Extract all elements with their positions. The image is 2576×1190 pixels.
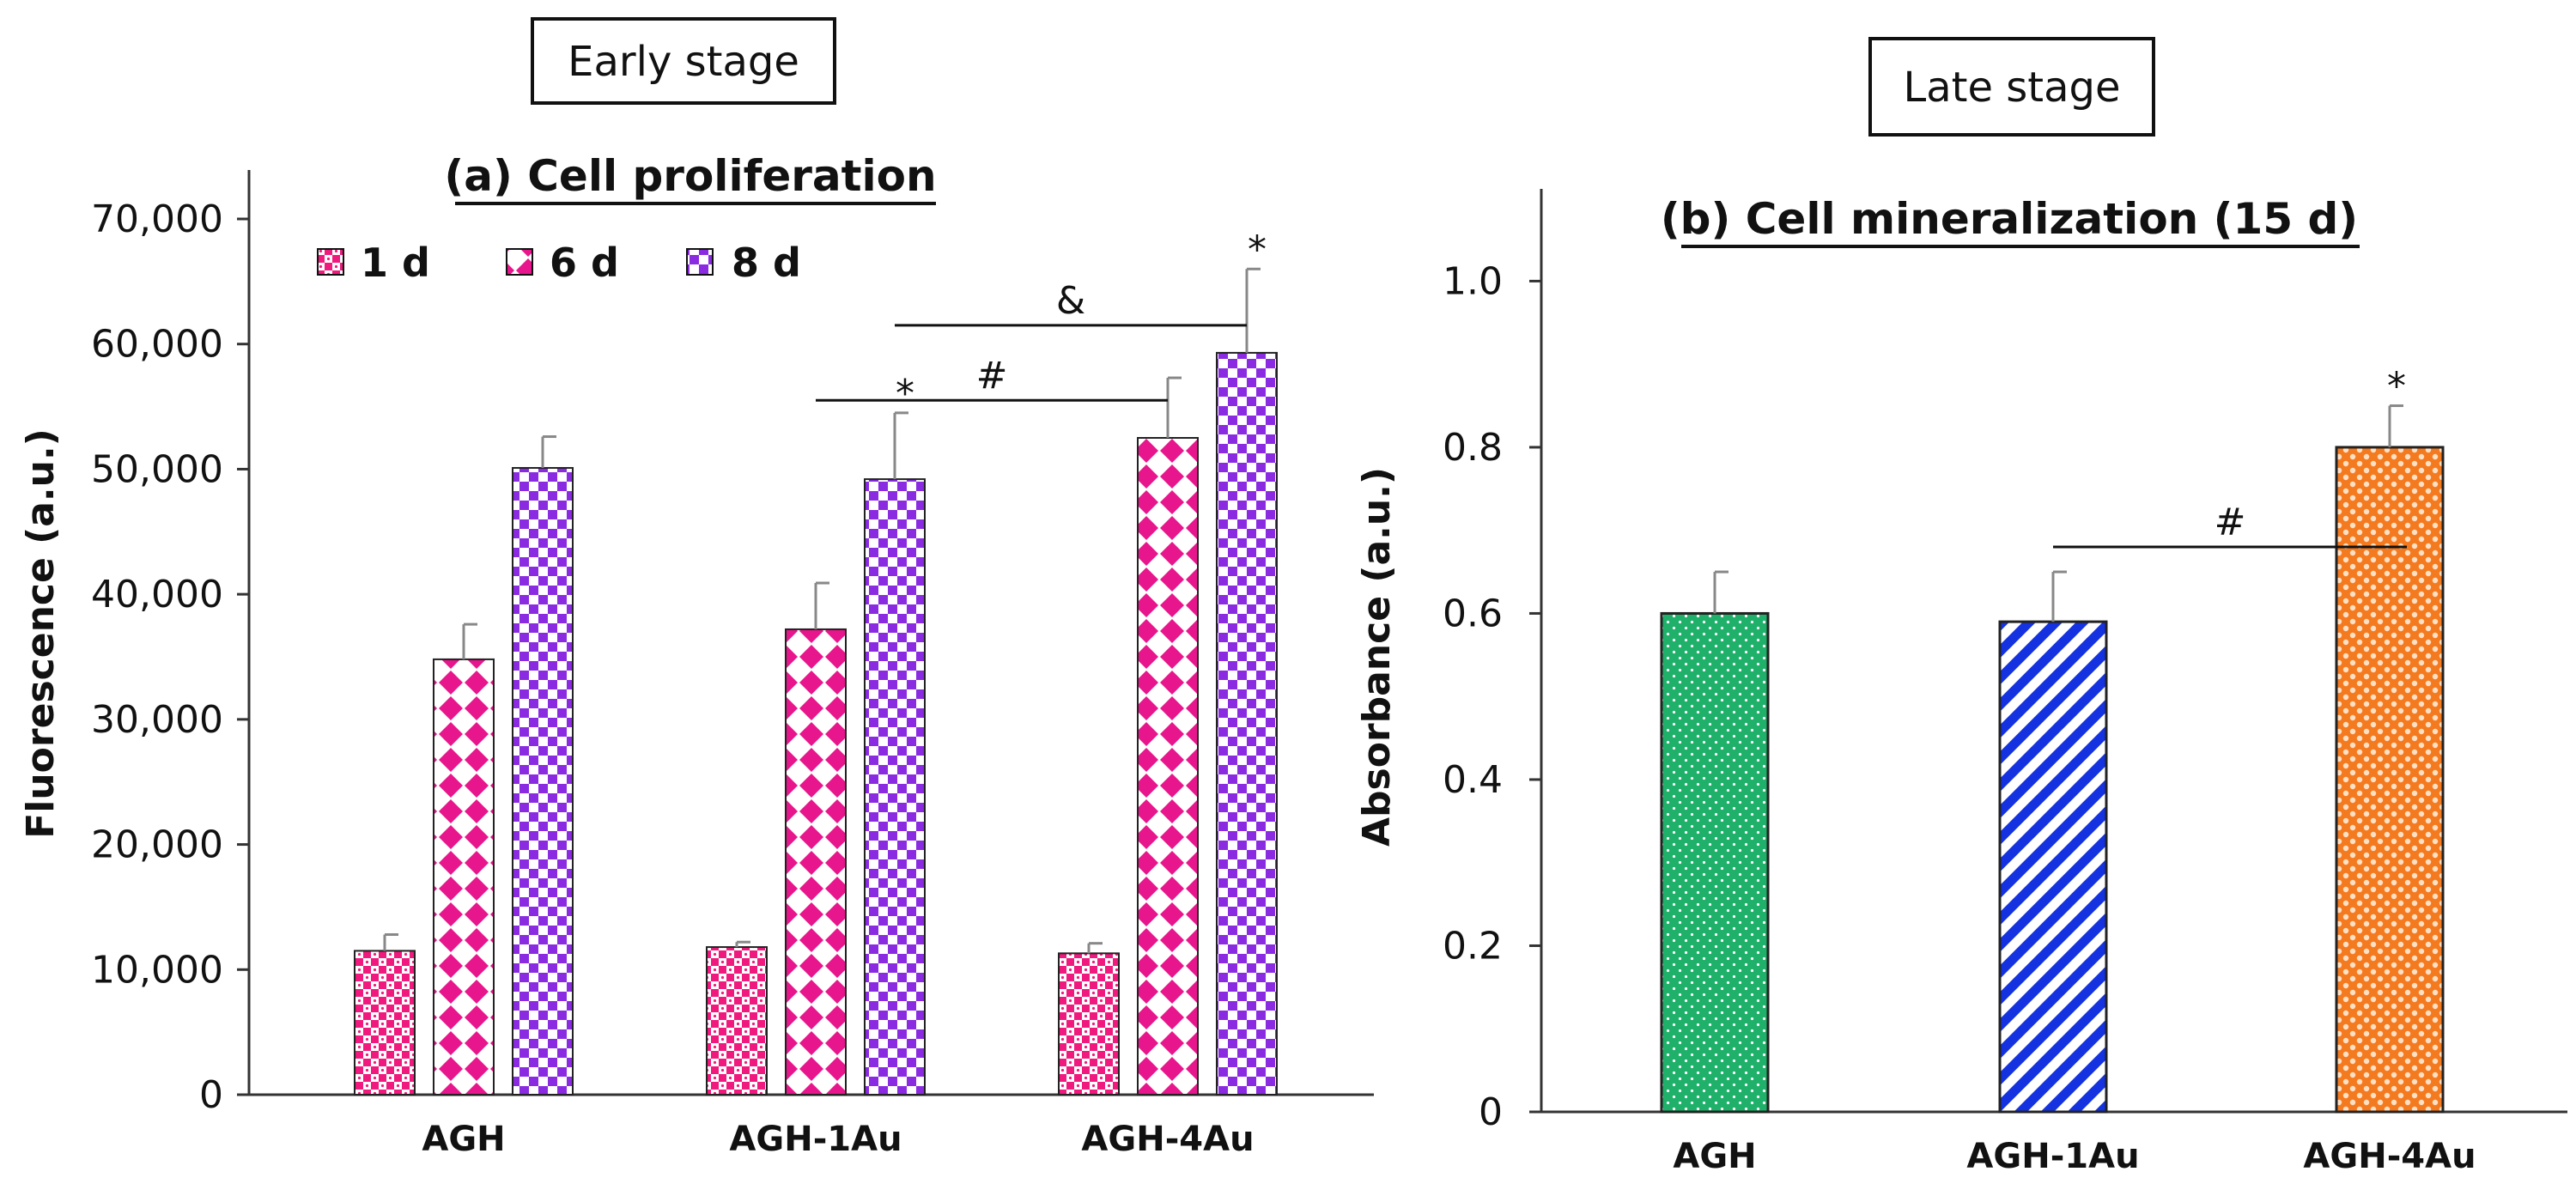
panel-b: Late stage (b) Cell mineralization (15 d… [1355,37,2567,1176]
significance-star-b-agh-4au: * [2387,365,2406,409]
y-tick-label-a: 30,000 [91,698,223,742]
annotations-a: * * & # [816,228,1267,416]
significance-star-agh-4au-8-d: * [1248,228,1267,271]
bars-b [1660,404,2445,1114]
y-tick-label-b: 0.4 [1443,758,1503,802]
y-axis-label-b: Absorbance (a.u.) [1355,467,1399,847]
bar-agh-4au-8-d [1216,351,1278,1096]
legend-label-6d: 6 d [550,240,619,286]
x-category-label-a: AGH-1Au [729,1120,902,1159]
legend-label-8d: 8 d [732,240,801,286]
bar-agh-1au-6-d [785,628,847,1096]
comparison-label-a-1: & [1056,279,1085,323]
bars-a [354,267,1278,1096]
bar-agh-4au-6-d [1137,437,1199,1096]
y-tick-label-b: 0.6 [1443,592,1503,635]
y-tick-label-a: 50,000 [91,447,223,491]
x-category-label-b: AGH-1Au [1966,1137,2139,1176]
legend-swatch-6d [506,248,533,276]
chart-title-a: (a) Cell proliferation [444,151,936,201]
legend-swatch-8d [686,248,714,276]
annotations-b: *# [2053,365,2407,549]
bar-b-agh [1660,611,1770,1114]
comparison-label-b-1: # [2215,501,2246,544]
x-categories-a: AGH AGH-1Au AGH-4Au [422,1120,1254,1159]
legend-label-1d: 1 d [361,240,430,286]
y-tick-label-a: 20,000 [91,823,223,867]
stage-box-early [531,17,836,105]
y-tick-label-a: 60,000 [91,323,223,367]
y-axis-ticks-b: 0 0.2 0.4 0.6 0.8 1.0 [1443,259,1541,1134]
bar-agh-8-d [512,466,574,1096]
x-category-label-a: AGH [422,1120,505,1159]
bar-agh-6-d [433,658,495,1096]
x-category-label-b: AGH [1673,1137,1756,1176]
y-axis-label-a: Fluorescence (a.u.) [19,428,63,839]
y-tick-label-a: 70,000 [91,197,223,241]
bar-b-agh-1au [1998,620,2108,1114]
y-tick-label-b: 0 [1479,1090,1503,1134]
x-category-label-a: AGH-4Au [1081,1120,1254,1159]
x-categories-b: AGH AGH-1Au AGH-4Au [1673,1137,2476,1176]
x-category-label-b: AGH-4Au [2303,1137,2476,1176]
bar-agh-1-d [354,950,416,1096]
bar-agh-1au-1-d [706,946,768,1096]
bar-agh-4au-1-d [1058,952,1120,1096]
y-axis-ticks-a: 0 10,000 20,000 30,000 40,000 50,000 60,000 70,… [91,197,249,1117]
significance-star-agh-1au-8-d: * [896,372,914,416]
comparison-label-a-2: # [976,354,1008,398]
legend-a: 1 d 6 d 8 d [317,240,801,286]
y-tick-label-a: 10,000 [91,948,223,992]
stage-box-late [1868,37,2155,137]
stage-label-late: Late stage [1903,64,2120,112]
y-tick-label-b: 0.2 [1443,924,1503,968]
y-tick-label-a: 0 [199,1073,223,1117]
panel-a: Early stage (a) Cell proliferation 0 10,0… [19,17,1374,1159]
stage-label-early: Early stage [568,38,799,86]
chart-title-b: (b) Cell mineralization (15 d) [1661,194,2358,244]
bar-agh-1au-8-d [864,478,926,1096]
y-tick-label-b: 0.8 [1443,426,1503,470]
y-tick-label-a: 40,000 [91,573,223,616]
bar-b-agh-4au [2335,446,2445,1114]
y-tick-label-b: 1.0 [1443,259,1503,303]
legend-swatch-1d [317,248,344,276]
